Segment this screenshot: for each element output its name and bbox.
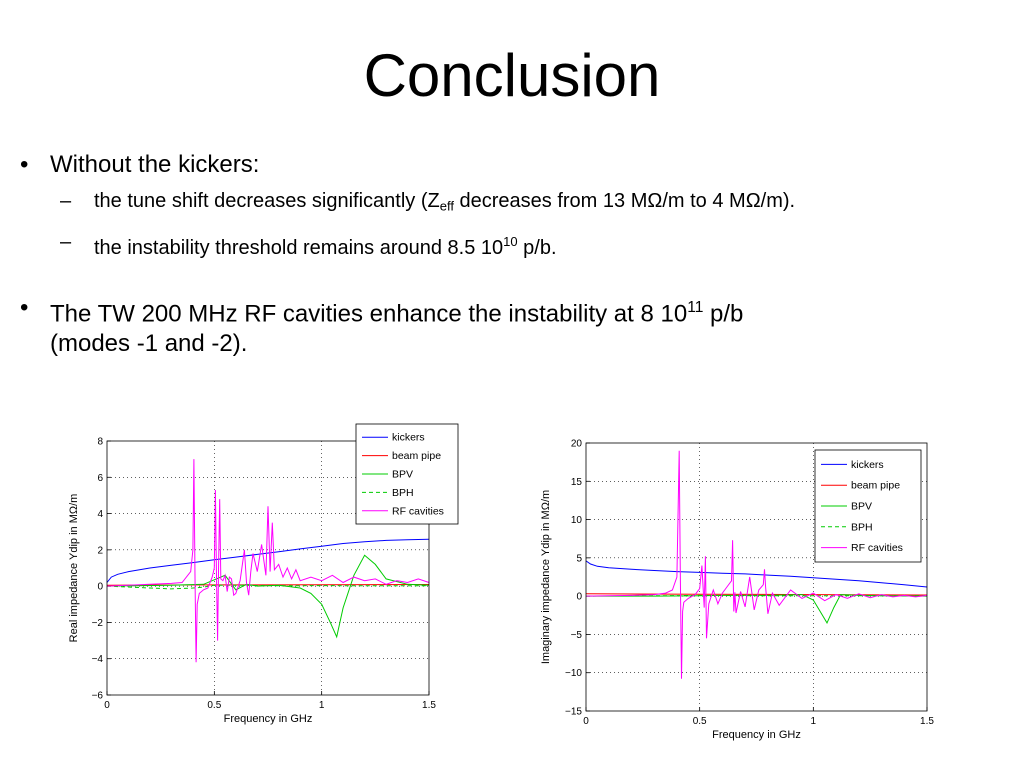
sub-bullet-text-part: p/b. [517, 237, 557, 260]
sub-bullet-text-part: /m to 4 M [662, 190, 746, 212]
legend: kickers beam pipe BPV BPH RF cavities [355, 423, 459, 525]
bullet-mark: • [20, 294, 29, 322]
series-line-kickers [585, 560, 928, 588]
x-tick-label: 1 [811, 716, 817, 727]
imaginary-impedance-chart: 0 0.5 1 1.5 −15 −10 −5 0 5 10 15 20 Frequency in GHz… [540, 439, 934, 742]
y-tick-label: 6 [97, 473, 103, 484]
legend-label: kickers [392, 432, 425, 444]
y-axis-label: Imaginary impedance Ydip in MΩ/m [540, 490, 552, 664]
plot-frame [585, 442, 928, 712]
y-tick-label: 0 [97, 582, 103, 593]
y-tick-label: 2 [97, 545, 103, 556]
y-tick-label: 4 [97, 509, 103, 520]
y-tick-label: −6 [92, 691, 104, 702]
series-line-bpv [106, 554, 430, 639]
x-axis-label: Frequency in GHz [224, 713, 313, 725]
omega-symbol: Ω [647, 190, 663, 212]
slide-title: Conclusion [363, 42, 661, 109]
y-tick-label: 20 [571, 439, 583, 450]
legend-label: beam pipe [392, 450, 441, 462]
y-tick-label: 5 [576, 553, 582, 564]
y-tick-label: 8 [97, 437, 103, 448]
sub-bullet-threshold: – the instability threshold remains arou… [20, 229, 1010, 261]
series-line-kickers [106, 538, 430, 583]
y-axis-label: Real impedance Ydip in MΩ/m [68, 494, 80, 643]
omega-symbol: Ω [745, 190, 761, 212]
x-tick-label: 0 [104, 700, 110, 711]
series-line-rf-cavities [585, 450, 928, 679]
x-tick-label: 1.5 [920, 716, 934, 727]
y-tick-label: 10 [571, 515, 583, 526]
bullet-rf-cavities: • The TW 200 MHz RF cavities enhance the… [20, 293, 1010, 359]
dash-mark: – [60, 231, 72, 254]
sub-bullet-text-part: decreases from 13 M [453, 190, 648, 212]
y-tick-label: −4 [92, 654, 104, 665]
series-line-bph [106, 584, 429, 590]
plot-frame [106, 440, 430, 696]
x-axis-label: Frequency in GHz [712, 729, 801, 741]
series-group [106, 459, 430, 663]
bullet-mark: • [20, 151, 29, 178]
sub-bullet-tune-shift: – the tune shift decreases significantly… [20, 188, 1010, 219]
bullet-without-kickers: • Without the kickers: [20, 150, 1010, 180]
legend-label: BPH [851, 521, 873, 533]
legend: kickers beam pipe BPV BPH RF cavities [814, 449, 922, 563]
legend-label: kickers [851, 459, 884, 471]
y-tick-label: −10 [565, 668, 582, 679]
exponent: 11 [687, 299, 704, 317]
bullet-list: • Without the kickers: – the tune shift … [20, 150, 1010, 367]
legend-label: RF cavities [392, 505, 444, 517]
zeff-subscript: eff [439, 198, 454, 214]
y-tick-label: −15 [565, 707, 582, 718]
legend-label: RF cavities [851, 542, 903, 554]
real-impedance-chart: 0 0.5 1 1.5 −6 −4 −2 0 2 4 6 8 Frequency in GHz Real … [68, 423, 459, 725]
bullet-text: The TW 200 MHz RF cavities enhance the i… [50, 300, 688, 328]
dash-mark: – [60, 190, 72, 212]
bullet-text: Without the kickers: [50, 151, 260, 178]
x-tick-label: 0.5 [207, 700, 221, 711]
legend-label: BPV [392, 469, 413, 481]
series-group [585, 450, 928, 679]
bullet-text: p/b [703, 300, 744, 328]
legend-label: BPH [392, 487, 414, 499]
legend-label: beam pipe [851, 480, 900, 492]
y-tick-label: −2 [92, 618, 104, 629]
sub-bullet-text-part: /m). [760, 190, 796, 212]
bullet-text-line2: (modes -1 and -2). [50, 330, 248, 358]
sub-bullet-text-part: the instability threshold remains around… [94, 237, 504, 260]
series-line-beam-pipe [585, 593, 928, 596]
sub-bullet-text-part: the tune shift decreases significantly (… [94, 190, 440, 212]
x-tick-label: 1 [319, 700, 325, 711]
legend-label: BPV [851, 501, 872, 513]
x-tick-label: 0 [583, 716, 589, 727]
y-tick-label: 0 [576, 592, 582, 603]
y-tick-label: 15 [571, 477, 583, 488]
y-tick-label: −5 [571, 630, 583, 641]
series-line-rf-cavities [106, 459, 430, 663]
x-tick-label: 1.5 [422, 700, 436, 711]
exponent: 10 [503, 234, 518, 250]
x-tick-label: 0.5 [693, 716, 707, 727]
